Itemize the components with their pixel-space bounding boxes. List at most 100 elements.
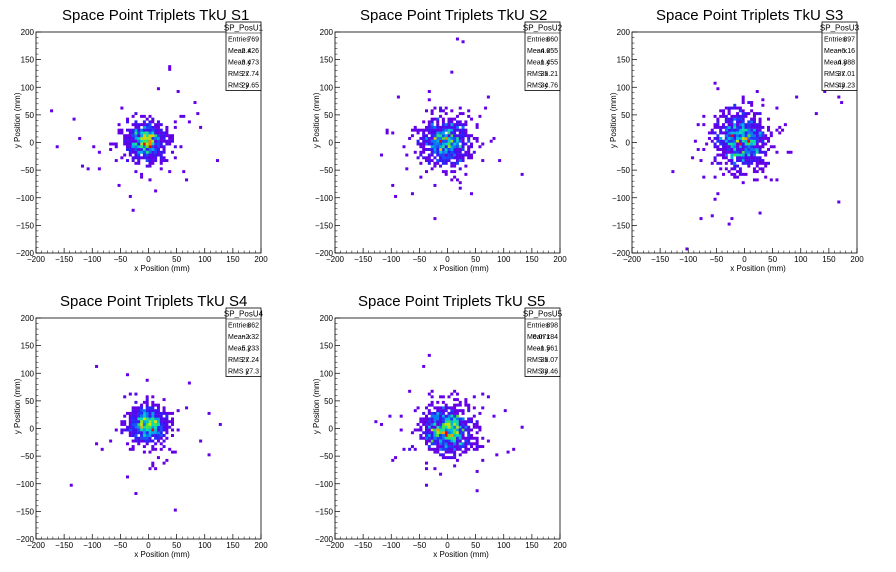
stats-histogram-name: SP_PosU5 xyxy=(523,310,563,319)
x-axis-label: x Position (mm) xyxy=(433,264,489,273)
histogram-bin xyxy=(151,445,155,449)
histogram-bin xyxy=(470,117,474,121)
histogram-bin xyxy=(145,131,149,135)
histogram-bin xyxy=(151,439,155,443)
histogram-bin xyxy=(453,422,457,426)
histogram-bin xyxy=(727,112,731,116)
histogram-bin xyxy=(148,450,152,454)
histogram-bin xyxy=(744,125,748,129)
histogram-bin xyxy=(750,150,754,154)
histogram-bin xyxy=(453,117,457,121)
histogram-bin xyxy=(458,420,462,424)
histogram-bin xyxy=(154,403,158,407)
histogram-bin xyxy=(422,131,426,135)
histogram-bin xyxy=(126,411,130,415)
histogram-bin xyxy=(134,148,138,151)
x-axis-label: x Position (mm) xyxy=(730,264,786,273)
histogram-bin xyxy=(444,414,448,418)
histogram-bin xyxy=(713,197,717,201)
histogram-bin xyxy=(131,134,135,138)
y-tick-label: −200 xyxy=(315,249,334,258)
histogram-bin xyxy=(399,414,403,418)
histogram-bin xyxy=(747,142,751,146)
histogram-bin xyxy=(814,112,818,116)
histogram-bin xyxy=(444,442,448,446)
histogram-bin xyxy=(475,139,479,143)
histogram-bin xyxy=(156,131,160,135)
histogram-bin xyxy=(151,411,155,415)
histogram-bin xyxy=(151,159,155,163)
histogram-bin xyxy=(755,131,759,135)
histogram-bin xyxy=(436,439,440,443)
y-tick-label: −200 xyxy=(16,535,35,544)
histogram-bin xyxy=(151,125,155,129)
histogram-bin xyxy=(750,109,754,113)
stats-key: Mean x xyxy=(228,48,251,55)
histogram-bin xyxy=(738,109,742,113)
histogram-bin xyxy=(764,142,768,146)
histogram-bin xyxy=(461,131,465,135)
histogram-bin xyxy=(69,483,73,487)
histogram-bin xyxy=(154,425,158,429)
histogram-bin xyxy=(436,120,440,124)
histogram-bin xyxy=(475,422,479,426)
histogram-bin xyxy=(461,136,465,140)
histogram-bin xyxy=(713,125,717,129)
y-tick-label: −100 xyxy=(315,194,334,203)
histogram-bin xyxy=(433,436,437,440)
histogram-bin xyxy=(151,417,155,421)
histogram-bin xyxy=(719,109,723,113)
histogram-bin xyxy=(430,439,434,443)
histogram-bin xyxy=(455,422,459,426)
histogram-bin xyxy=(710,161,714,165)
histogram-bin xyxy=(455,139,459,143)
histogram-bin xyxy=(458,434,462,437)
histogram-bin xyxy=(750,120,754,124)
histogram-bin xyxy=(447,414,451,418)
histogram-bin xyxy=(458,445,462,449)
histogram-bin xyxy=(439,136,443,140)
histogram-bin xyxy=(441,142,445,146)
histogram-bin xyxy=(433,134,437,138)
histogram-bin xyxy=(137,425,141,429)
histogram-bin xyxy=(733,131,737,135)
histogram-bin xyxy=(148,431,152,435)
histogram-bin xyxy=(433,417,437,421)
histogram-bin xyxy=(738,120,742,124)
x-tick-label: 150 xyxy=(226,541,240,550)
chart-title: Space Point Triplets TkU S5 xyxy=(358,293,545,310)
histogram-bin xyxy=(455,439,459,443)
histogram-bin xyxy=(159,414,163,418)
histogram-bin xyxy=(450,431,454,435)
histogram-bin xyxy=(134,411,138,415)
histogram-bin xyxy=(134,414,138,418)
histogram-bin xyxy=(123,134,127,138)
histogram-bin xyxy=(747,136,751,140)
histogram-bin xyxy=(752,120,756,124)
y-tick-label: 50 xyxy=(25,111,34,120)
histogram-bin xyxy=(154,428,158,432)
histogram-bin xyxy=(750,153,754,157)
histogram-bin xyxy=(730,123,734,127)
histogram-bin xyxy=(750,101,754,105)
histogram-bin xyxy=(506,450,510,454)
histogram-bin xyxy=(145,139,149,143)
histogram-bin xyxy=(126,120,130,124)
histogram-bin xyxy=(455,125,459,129)
histogram-bin xyxy=(702,114,706,118)
histogram-bin xyxy=(50,109,54,113)
histogram-bin xyxy=(467,420,471,424)
histogram-bin xyxy=(419,150,423,154)
histogram-bin xyxy=(422,156,426,160)
y-tick-label: −150 xyxy=(315,507,334,516)
histogram-bin xyxy=(750,159,754,163)
histogram-bin xyxy=(447,417,451,421)
histogram-bin xyxy=(453,425,457,429)
histogram-bin xyxy=(455,428,459,432)
histogram-bin xyxy=(162,417,166,421)
stats-value: 862 xyxy=(247,323,259,330)
histogram-bin xyxy=(439,159,443,163)
y-tick-label: 50 xyxy=(621,111,630,120)
histogram-bin xyxy=(131,145,135,149)
